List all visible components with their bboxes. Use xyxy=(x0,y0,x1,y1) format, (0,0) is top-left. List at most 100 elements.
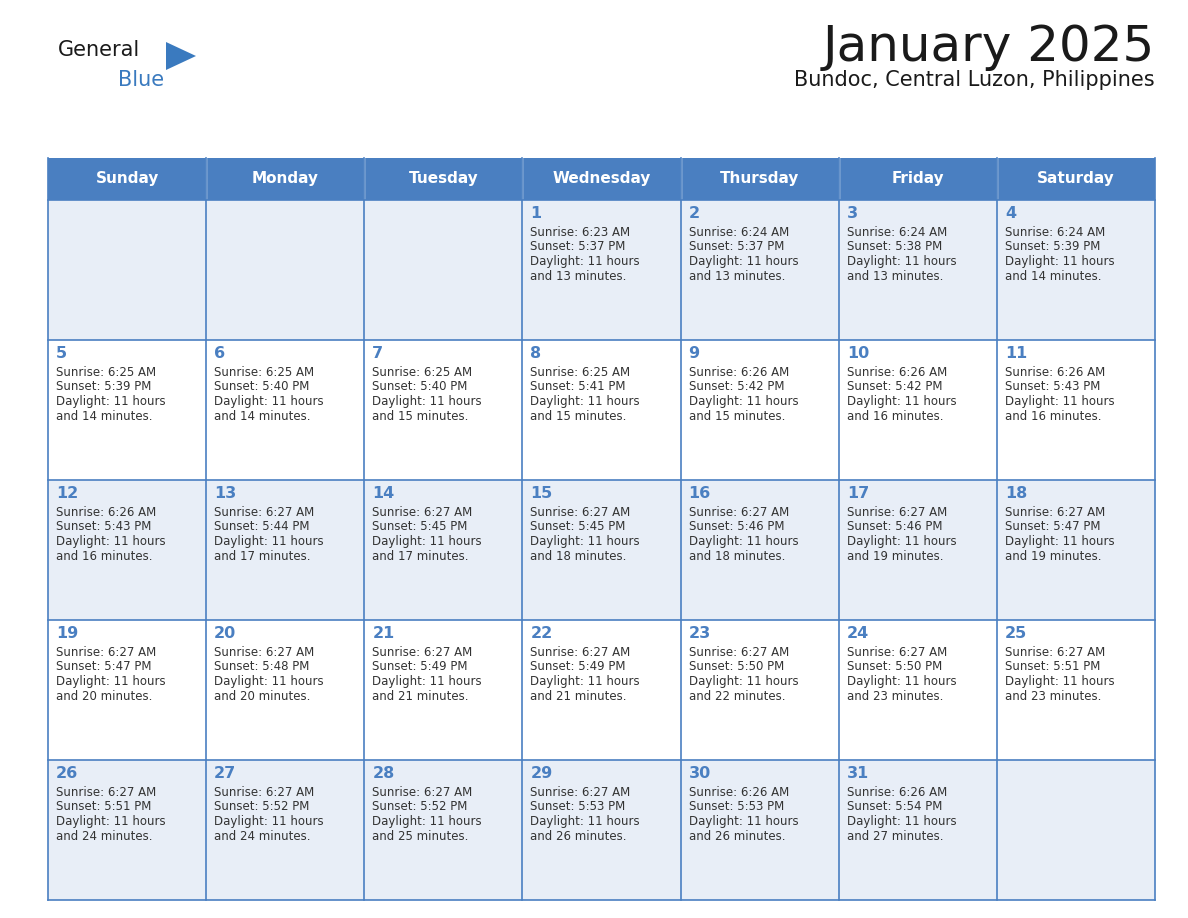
Text: 4: 4 xyxy=(1005,206,1016,221)
Text: and 14 minutes.: and 14 minutes. xyxy=(56,409,152,422)
Text: 6: 6 xyxy=(214,346,226,361)
Text: Sunrise: 6:27 AM: Sunrise: 6:27 AM xyxy=(214,506,315,519)
Text: Daylight: 11 hours: Daylight: 11 hours xyxy=(214,395,324,408)
Text: Daylight: 11 hours: Daylight: 11 hours xyxy=(214,535,324,548)
Text: Sunset: 5:43 PM: Sunset: 5:43 PM xyxy=(1005,380,1100,394)
Text: Sunset: 5:38 PM: Sunset: 5:38 PM xyxy=(847,241,942,253)
Text: Sunset: 5:42 PM: Sunset: 5:42 PM xyxy=(689,380,784,394)
Text: and 26 minutes.: and 26 minutes. xyxy=(689,830,785,843)
Text: Sunset: 5:49 PM: Sunset: 5:49 PM xyxy=(530,660,626,674)
Text: January 2025: January 2025 xyxy=(823,23,1155,71)
Text: Daylight: 11 hours: Daylight: 11 hours xyxy=(530,815,640,828)
Text: and 21 minutes.: and 21 minutes. xyxy=(372,689,469,702)
Text: 21: 21 xyxy=(372,626,394,641)
Text: 28: 28 xyxy=(372,766,394,781)
Bar xyxy=(207,158,365,200)
Text: and 20 minutes.: and 20 minutes. xyxy=(56,689,152,702)
Text: Daylight: 11 hours: Daylight: 11 hours xyxy=(689,395,798,408)
Text: Daylight: 11 hours: Daylight: 11 hours xyxy=(56,395,165,408)
Text: and 23 minutes.: and 23 minutes. xyxy=(847,689,943,702)
Bar xyxy=(523,158,681,200)
Text: Daylight: 11 hours: Daylight: 11 hours xyxy=(214,675,324,688)
Text: and 16 minutes.: and 16 minutes. xyxy=(56,550,152,563)
Text: Sunset: 5:40 PM: Sunset: 5:40 PM xyxy=(372,380,468,394)
Text: 10: 10 xyxy=(847,346,868,361)
Text: and 15 minutes.: and 15 minutes. xyxy=(530,409,627,422)
Text: 26: 26 xyxy=(56,766,78,781)
Text: Sunrise: 6:26 AM: Sunrise: 6:26 AM xyxy=(689,786,789,799)
Text: Sunset: 5:52 PM: Sunset: 5:52 PM xyxy=(214,800,310,813)
Text: Sunset: 5:46 PM: Sunset: 5:46 PM xyxy=(689,521,784,533)
Text: Sunrise: 6:25 AM: Sunrise: 6:25 AM xyxy=(214,366,315,379)
Text: and 14 minutes.: and 14 minutes. xyxy=(214,409,310,422)
Text: Sunrise: 6:27 AM: Sunrise: 6:27 AM xyxy=(1005,646,1105,659)
Text: and 16 minutes.: and 16 minutes. xyxy=(1005,409,1101,422)
Text: Sunset: 5:47 PM: Sunset: 5:47 PM xyxy=(1005,521,1100,533)
Text: and 27 minutes.: and 27 minutes. xyxy=(847,830,943,843)
Text: Sunrise: 6:27 AM: Sunrise: 6:27 AM xyxy=(56,786,157,799)
Text: Sunset: 5:45 PM: Sunset: 5:45 PM xyxy=(530,521,626,533)
Text: Daylight: 11 hours: Daylight: 11 hours xyxy=(1005,535,1114,548)
Text: 25: 25 xyxy=(1005,626,1028,641)
Text: 7: 7 xyxy=(372,346,384,361)
Text: 17: 17 xyxy=(847,486,868,501)
Text: and 19 minutes.: and 19 minutes. xyxy=(847,550,943,563)
Text: 22: 22 xyxy=(530,626,552,641)
Text: 2: 2 xyxy=(689,206,700,221)
Text: and 17 minutes.: and 17 minutes. xyxy=(214,550,310,563)
Text: and 13 minutes.: and 13 minutes. xyxy=(847,270,943,283)
Text: 3: 3 xyxy=(847,206,858,221)
Text: 1: 1 xyxy=(530,206,542,221)
Text: Daylight: 11 hours: Daylight: 11 hours xyxy=(372,395,482,408)
Text: Sunset: 5:37 PM: Sunset: 5:37 PM xyxy=(689,241,784,253)
Text: Sunrise: 6:26 AM: Sunrise: 6:26 AM xyxy=(1005,366,1105,379)
Text: Sunset: 5:45 PM: Sunset: 5:45 PM xyxy=(372,521,468,533)
Text: Bundoc, Central Luzon, Philippines: Bundoc, Central Luzon, Philippines xyxy=(795,70,1155,90)
Text: and 14 minutes.: and 14 minutes. xyxy=(1005,270,1101,283)
Text: Daylight: 11 hours: Daylight: 11 hours xyxy=(847,395,956,408)
Text: and 25 minutes.: and 25 minutes. xyxy=(372,830,468,843)
Text: 31: 31 xyxy=(847,766,868,781)
Text: 18: 18 xyxy=(1005,486,1028,501)
Text: Sunset: 5:51 PM: Sunset: 5:51 PM xyxy=(56,800,151,813)
Text: Sunrise: 6:27 AM: Sunrise: 6:27 AM xyxy=(372,646,473,659)
Text: and 20 minutes.: and 20 minutes. xyxy=(214,689,310,702)
Text: Sunset: 5:47 PM: Sunset: 5:47 PM xyxy=(56,660,152,674)
Bar xyxy=(48,620,1155,760)
Text: Daylight: 11 hours: Daylight: 11 hours xyxy=(56,535,165,548)
Text: 8: 8 xyxy=(530,346,542,361)
Text: Daylight: 11 hours: Daylight: 11 hours xyxy=(1005,255,1114,268)
Text: 19: 19 xyxy=(56,626,78,641)
Text: 20: 20 xyxy=(214,626,236,641)
Text: Daylight: 11 hours: Daylight: 11 hours xyxy=(1005,675,1114,688)
Text: 30: 30 xyxy=(689,766,710,781)
Text: and 24 minutes.: and 24 minutes. xyxy=(56,830,152,843)
Text: Saturday: Saturday xyxy=(1037,172,1114,186)
Text: Daylight: 11 hours: Daylight: 11 hours xyxy=(689,815,798,828)
Text: and 21 minutes.: and 21 minutes. xyxy=(530,689,627,702)
Text: Daylight: 11 hours: Daylight: 11 hours xyxy=(530,255,640,268)
Text: Sunrise: 6:24 AM: Sunrise: 6:24 AM xyxy=(847,226,947,239)
Text: Sunrise: 6:25 AM: Sunrise: 6:25 AM xyxy=(530,366,631,379)
Text: Sunrise: 6:27 AM: Sunrise: 6:27 AM xyxy=(530,646,631,659)
Text: and 22 minutes.: and 22 minutes. xyxy=(689,689,785,702)
Text: and 18 minutes.: and 18 minutes. xyxy=(530,550,627,563)
Text: 12: 12 xyxy=(56,486,78,501)
Text: and 17 minutes.: and 17 minutes. xyxy=(372,550,469,563)
Text: 11: 11 xyxy=(1005,346,1028,361)
Text: Sunset: 5:46 PM: Sunset: 5:46 PM xyxy=(847,521,942,533)
Text: Sunset: 5:53 PM: Sunset: 5:53 PM xyxy=(530,800,626,813)
Text: Sunset: 5:37 PM: Sunset: 5:37 PM xyxy=(530,241,626,253)
Text: Daylight: 11 hours: Daylight: 11 hours xyxy=(689,255,798,268)
Text: Sunset: 5:39 PM: Sunset: 5:39 PM xyxy=(1005,241,1100,253)
Text: 27: 27 xyxy=(214,766,236,781)
Text: Daylight: 11 hours: Daylight: 11 hours xyxy=(1005,395,1114,408)
Text: Sunrise: 6:27 AM: Sunrise: 6:27 AM xyxy=(847,506,947,519)
Text: Sunset: 5:54 PM: Sunset: 5:54 PM xyxy=(847,800,942,813)
Text: Daylight: 11 hours: Daylight: 11 hours xyxy=(847,675,956,688)
Text: Daylight: 11 hours: Daylight: 11 hours xyxy=(847,535,956,548)
Text: and 16 minutes.: and 16 minutes. xyxy=(847,409,943,422)
Text: Sunrise: 6:25 AM: Sunrise: 6:25 AM xyxy=(56,366,156,379)
Text: 9: 9 xyxy=(689,346,700,361)
Bar xyxy=(839,158,997,200)
